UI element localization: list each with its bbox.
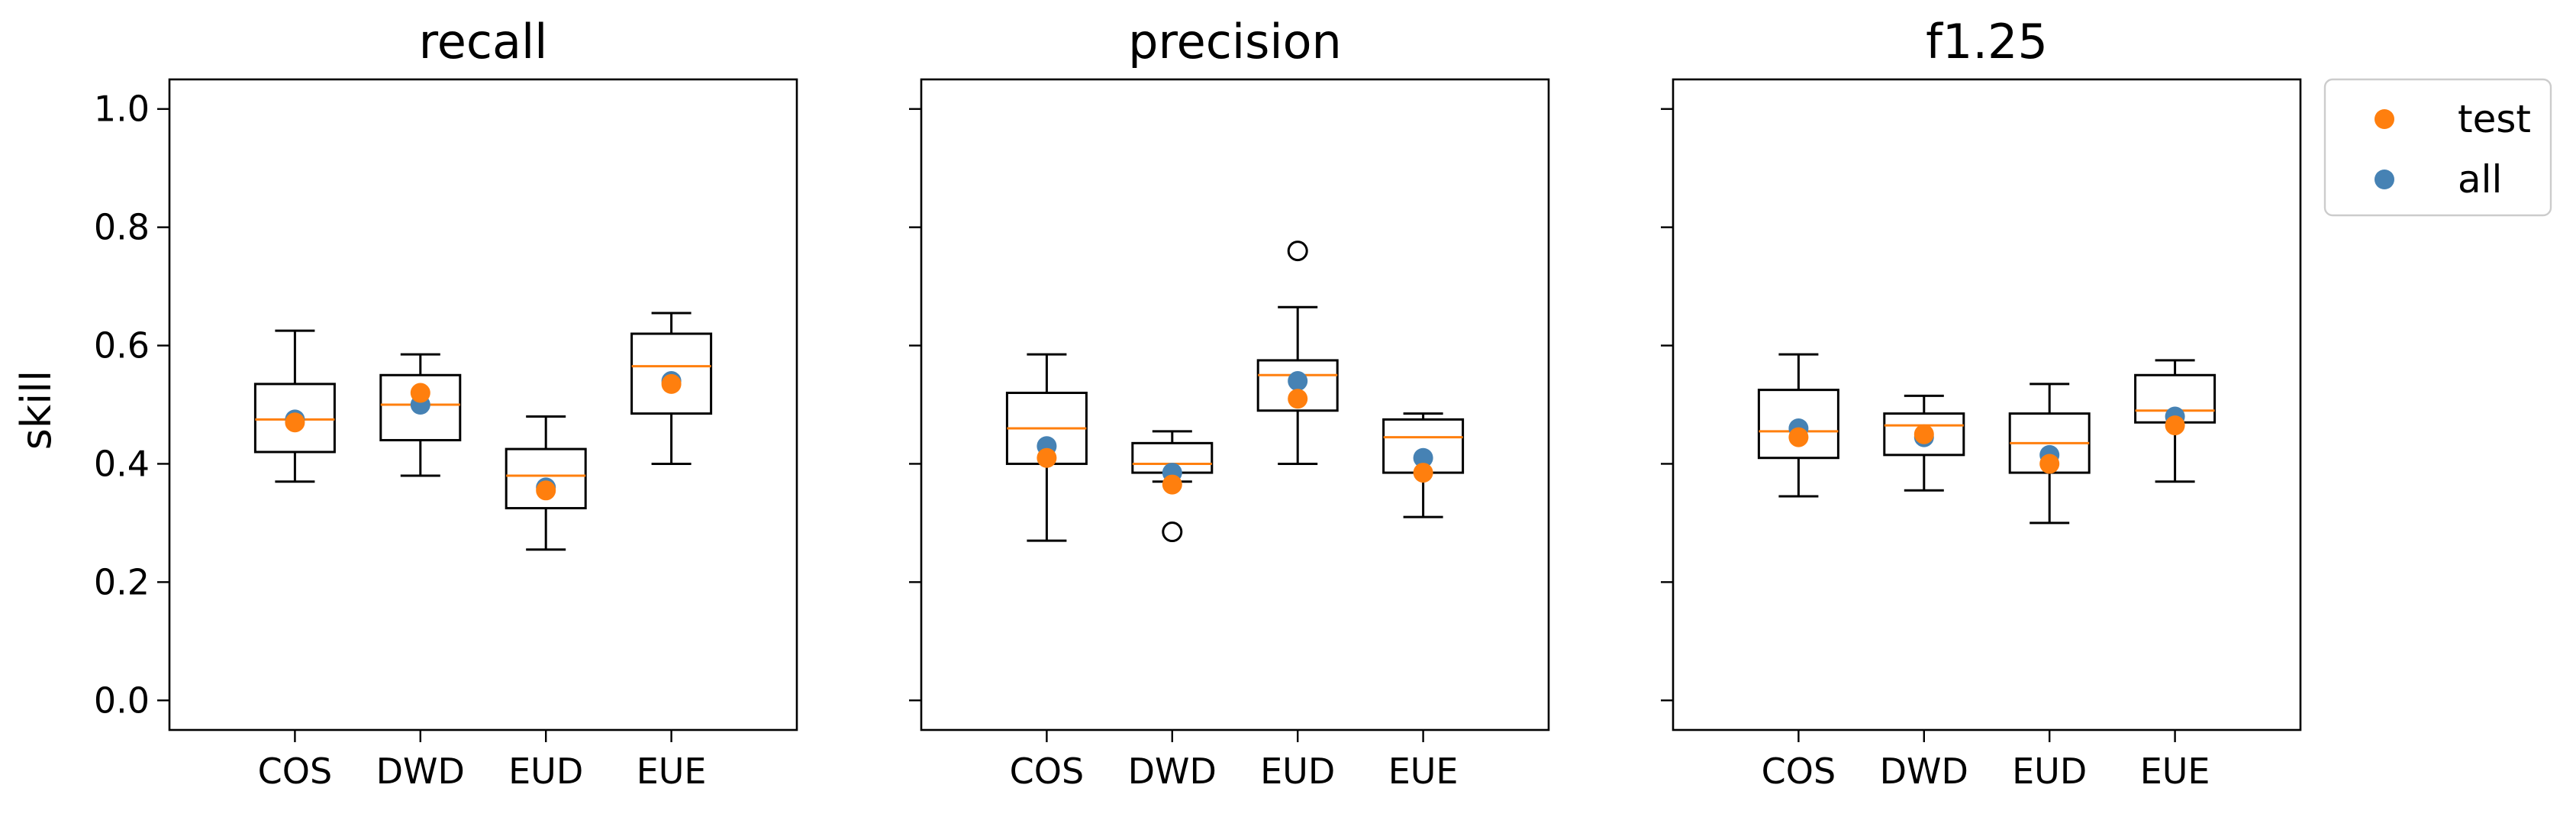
panel-precision: precision COS DWD EUD EUE [909, 14, 1550, 792]
iqr-box [379, 373, 462, 441]
test-point [2165, 415, 2185, 436]
x-tick-label: EUE [1388, 751, 1459, 792]
test-point [285, 412, 305, 433]
y-tick-label: 0.0 [94, 680, 150, 721]
x-tick-label: EUD [508, 751, 583, 792]
box-COS [1005, 353, 1088, 542]
axes-frame [168, 78, 798, 731]
panel-title: f1.25 [1926, 14, 2048, 69]
outlier-point [1287, 241, 1308, 262]
x-tick-label: EUD [2012, 751, 2087, 792]
iqr-box [1757, 389, 1839, 460]
test-point [1788, 427, 1809, 447]
test-point [1413, 463, 1433, 483]
x-tick-label: DWD [376, 751, 465, 792]
test-point [410, 383, 430, 403]
x-tick-label: EUE [2140, 751, 2210, 792]
box-EUD [505, 415, 587, 551]
axes-frame [920, 78, 1550, 731]
iqr-box [505, 447, 587, 510]
legend-marker-test [2374, 109, 2394, 129]
test-point [1913, 424, 1934, 444]
all-point [1413, 447, 1433, 468]
x-tick-label: DWD [1128, 751, 1217, 792]
legend-marker-all [2374, 170, 2394, 189]
y-axis-label: skill [12, 370, 60, 450]
test-point [661, 373, 682, 394]
y-tick-label: 0.2 [94, 561, 150, 602]
y-tick-label: 0.4 [94, 443, 150, 484]
legend-label-all: all [2458, 157, 2502, 202]
x-tick-label: COS [258, 751, 333, 792]
iqr-box [253, 383, 336, 454]
all-point [1288, 371, 1308, 392]
box-EUD [1256, 241, 1339, 465]
axes-frame [1672, 78, 2302, 731]
legend: test all [2323, 78, 2552, 217]
box-EUE [630, 312, 713, 465]
legend-label-test: test [2458, 97, 2531, 141]
x-tick-label: DWD [1880, 751, 1968, 792]
panel-f1.25: f1.25 COS DWD EUD EUE [1661, 14, 2302, 792]
x-tick-label: EUE [637, 751, 707, 792]
test-point [1288, 389, 1308, 409]
iqr-box [630, 332, 713, 415]
outlier-point [1162, 522, 1183, 543]
box-DWD [379, 353, 462, 477]
iqr-box [1256, 359, 1339, 412]
test-point [1037, 447, 1057, 468]
test-point [2039, 454, 2060, 474]
y-tick-label: 0.6 [94, 325, 150, 367]
y-tick-label: 1.0 [94, 89, 150, 130]
test-point [536, 480, 556, 501]
test-point [1162, 474, 1182, 495]
x-tick-label: COS [1010, 751, 1085, 792]
iqr-box [1883, 412, 1965, 457]
panel-title: recall [419, 14, 548, 69]
box-COS [253, 329, 336, 483]
x-tick-label: COS [1762, 751, 1836, 792]
panel-recall: recall 0.0 0.2 0.4 0.6 0.8 1.0 COS DWD EUD EUE [94, 14, 798, 792]
x-tick-label: EUD [1260, 751, 1335, 792]
y-tick-label: 0.8 [94, 207, 150, 248]
panel-title: precision [1128, 14, 1342, 69]
